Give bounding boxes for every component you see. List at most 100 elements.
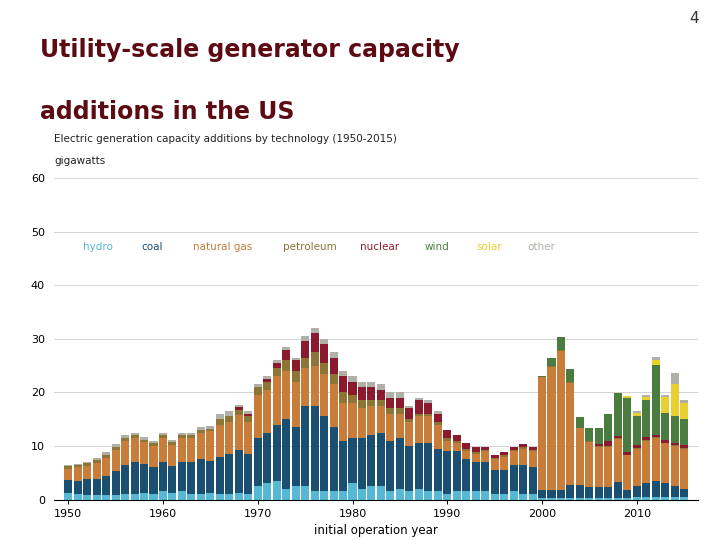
Bar (112, 471, 120, 495)
Bar (405, 419, 413, 422)
Bar (292, 486, 300, 500)
Bar (462, 491, 470, 500)
Bar (367, 387, 376, 400)
Bar (73, 467, 81, 481)
Bar (216, 424, 224, 457)
Bar (187, 435, 195, 438)
Bar (671, 416, 679, 443)
Bar (121, 465, 129, 494)
Bar (339, 393, 347, 403)
Bar (424, 416, 432, 443)
Bar (73, 464, 81, 465)
Bar (415, 414, 423, 416)
Bar (273, 363, 281, 368)
Bar (367, 382, 376, 387)
Bar (273, 481, 281, 500)
Bar (320, 363, 328, 374)
Bar (453, 443, 461, 451)
Bar (567, 369, 575, 382)
Bar (197, 460, 205, 494)
Bar (235, 410, 243, 415)
Bar (424, 443, 432, 491)
Bar (567, 383, 575, 484)
Bar (273, 424, 281, 481)
Bar (557, 498, 565, 500)
Bar (652, 438, 660, 481)
Bar (671, 373, 679, 384)
Bar (538, 376, 546, 377)
Bar (187, 433, 195, 435)
Text: Electric generation capacity additions by technology (1950-2015): Electric generation capacity additions b… (54, 134, 397, 144)
Bar (500, 470, 508, 494)
Text: petroleum: petroleum (283, 242, 336, 252)
Bar (216, 494, 224, 500)
Bar (538, 377, 546, 490)
Bar (396, 438, 404, 489)
Bar (642, 397, 650, 400)
Bar (159, 462, 167, 491)
Bar (244, 494, 252, 500)
Bar (320, 344, 328, 363)
Bar (377, 406, 385, 433)
Bar (633, 497, 641, 500)
Bar (424, 400, 432, 403)
Bar (604, 487, 613, 498)
Bar (680, 402, 688, 418)
Bar (150, 441, 158, 443)
Bar (83, 479, 91, 495)
Bar (567, 498, 575, 500)
Bar (339, 491, 347, 500)
Bar (320, 339, 328, 344)
Bar (652, 365, 660, 435)
Bar (614, 393, 622, 436)
Bar (652, 481, 660, 497)
Bar (652, 497, 660, 500)
Bar (301, 357, 309, 368)
Bar (292, 382, 300, 427)
Bar (73, 465, 81, 467)
Bar (595, 428, 603, 444)
Bar (140, 493, 148, 500)
Bar (500, 494, 508, 500)
Bar (557, 350, 565, 490)
Bar (614, 436, 622, 438)
Bar (292, 360, 300, 371)
Bar (585, 498, 593, 500)
Bar (168, 445, 176, 467)
Bar (216, 419, 224, 424)
Bar (433, 424, 442, 449)
Bar (168, 467, 176, 493)
Bar (633, 446, 641, 448)
Bar (472, 462, 480, 491)
Bar (282, 489, 290, 500)
Bar (253, 395, 262, 438)
Bar (624, 455, 631, 490)
Bar (624, 490, 631, 498)
Bar (519, 465, 527, 494)
Bar (510, 451, 518, 465)
Bar (624, 396, 631, 399)
Bar (93, 479, 101, 495)
Bar (547, 367, 556, 490)
Bar (444, 494, 451, 500)
Bar (481, 462, 489, 491)
Bar (64, 493, 72, 500)
Bar (310, 491, 319, 500)
Bar (358, 438, 366, 489)
Bar (424, 491, 432, 500)
Bar (197, 430, 205, 433)
Bar (481, 447, 489, 450)
Bar (292, 427, 300, 486)
Bar (595, 487, 603, 498)
Bar (207, 493, 215, 500)
Bar (348, 395, 356, 403)
Bar (320, 491, 328, 500)
Bar (547, 358, 556, 366)
Bar (387, 441, 395, 491)
Bar (453, 441, 461, 443)
Bar (633, 413, 641, 416)
Bar (150, 494, 158, 500)
Bar (481, 451, 489, 462)
Bar (310, 352, 319, 366)
Bar (576, 428, 584, 484)
